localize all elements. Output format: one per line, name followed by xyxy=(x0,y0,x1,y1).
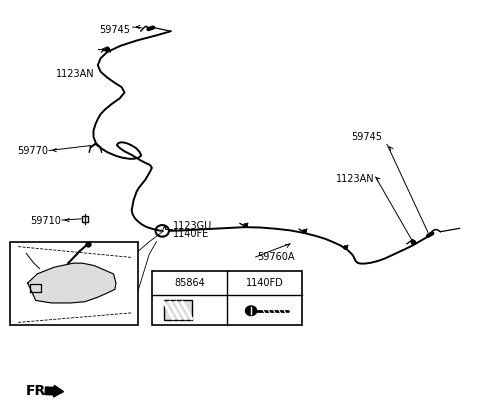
Text: 85864: 85864 xyxy=(174,278,204,288)
Bar xyxy=(152,271,302,325)
Text: 59770: 59770 xyxy=(17,146,48,156)
Text: 59760A: 59760A xyxy=(257,252,294,262)
Text: 59745: 59745 xyxy=(99,25,130,35)
Text: 59745: 59745 xyxy=(351,132,382,142)
Bar xyxy=(164,301,192,320)
FancyArrow shape xyxy=(45,385,63,397)
Text: 1140FE: 1140FE xyxy=(173,229,209,239)
Text: 59710: 59710 xyxy=(30,216,61,226)
Text: 93250D: 93250D xyxy=(26,254,65,264)
Polygon shape xyxy=(28,263,116,303)
Circle shape xyxy=(245,306,257,316)
Text: 1123GU: 1123GU xyxy=(173,221,213,231)
Text: 1123AN: 1123AN xyxy=(56,69,95,79)
Text: FR.: FR. xyxy=(25,384,51,398)
Text: 1140FD: 1140FD xyxy=(246,278,283,288)
Text: 1123AN: 1123AN xyxy=(336,173,374,183)
Bar xyxy=(10,242,138,325)
Text: 1231DB: 1231DB xyxy=(26,246,65,256)
